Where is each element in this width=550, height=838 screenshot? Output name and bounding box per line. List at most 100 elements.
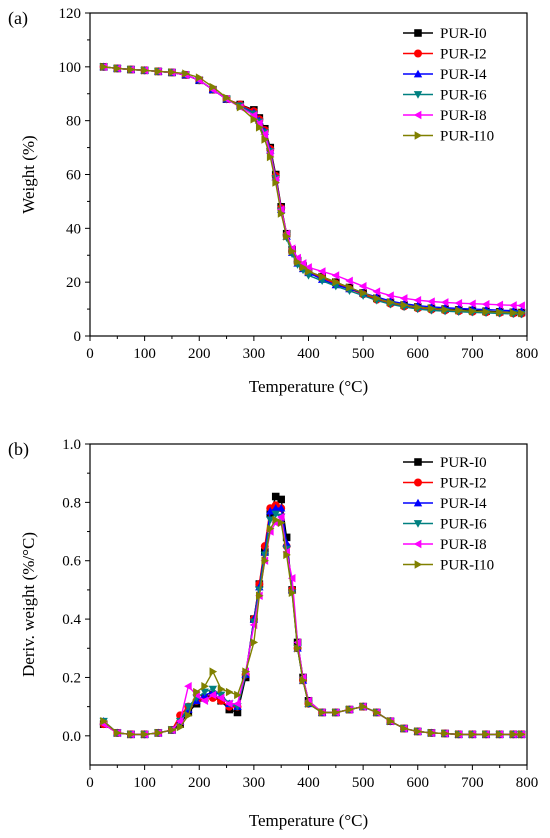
legend-entry: PUR-I4 bbox=[403, 67, 487, 83]
legend-entry: PUR-I0 bbox=[403, 26, 487, 42]
x-tick-label: 400 bbox=[297, 346, 320, 362]
data-point bbox=[260, 551, 269, 560]
data-point bbox=[209, 82, 218, 92]
data-point bbox=[261, 556, 269, 565]
data-point bbox=[266, 506, 275, 515]
data-point bbox=[428, 304, 436, 313]
y-tick-label: 20 bbox=[66, 275, 81, 291]
x-axis-title: Temperature (°C) bbox=[249, 377, 368, 396]
data-point bbox=[427, 297, 435, 306]
series-PUR-I10 bbox=[100, 515, 526, 739]
data-point bbox=[305, 267, 313, 276]
data-point bbox=[293, 253, 301, 263]
legend-label: PUR-I4 bbox=[440, 496, 487, 512]
legend-marker bbox=[414, 131, 423, 140]
data-point bbox=[509, 308, 518, 318]
data-point bbox=[482, 730, 491, 739]
y-tick-label: 1.0 bbox=[62, 437, 81, 453]
data-point bbox=[175, 717, 184, 726]
data-point bbox=[400, 724, 409, 733]
data-point bbox=[331, 271, 340, 280]
data-point bbox=[223, 93, 231, 102]
data-point bbox=[182, 69, 190, 78]
data-point bbox=[399, 294, 408, 303]
data-point bbox=[113, 728, 122, 738]
y-tick-label: 0 bbox=[74, 329, 82, 345]
data-point bbox=[271, 492, 280, 501]
data-point bbox=[234, 690, 242, 700]
y-tick-label: 0.6 bbox=[62, 554, 81, 570]
data-point bbox=[195, 73, 204, 82]
data-point bbox=[288, 588, 297, 598]
data-point bbox=[517, 301, 525, 310]
legend-entry: PUR-I2 bbox=[403, 476, 487, 492]
data-point bbox=[387, 717, 395, 726]
x-tick-label: 700 bbox=[461, 346, 484, 362]
data-point bbox=[372, 287, 381, 296]
data-point bbox=[168, 725, 177, 735]
data-point bbox=[242, 667, 250, 676]
x-tick-label: 300 bbox=[243, 346, 266, 362]
data-point bbox=[318, 708, 327, 717]
legend-marker bbox=[414, 49, 422, 58]
x-tick-label: 200 bbox=[188, 346, 211, 362]
data-point bbox=[346, 283, 354, 292]
panel-label: (b) bbox=[8, 439, 29, 460]
data-point bbox=[225, 699, 233, 708]
data-point bbox=[287, 574, 296, 583]
series-line bbox=[103, 66, 522, 315]
legend-entry: PUR-I8 bbox=[403, 108, 487, 124]
data-point bbox=[441, 729, 450, 738]
legend-label: PUR-I8 bbox=[440, 537, 487, 553]
y-axis-title: Deriv. weight (%/°C) bbox=[19, 532, 38, 677]
legend-label: PUR-I6 bbox=[440, 517, 487, 533]
x-tick-label: 0 bbox=[86, 775, 94, 791]
x-tick-label: 800 bbox=[516, 346, 539, 362]
data-point bbox=[100, 717, 108, 726]
data-point bbox=[209, 667, 218, 676]
legend-label: PUR-I0 bbox=[440, 26, 487, 42]
series-line bbox=[103, 66, 522, 314]
data-point bbox=[141, 66, 149, 75]
data-point bbox=[386, 291, 394, 300]
data-point bbox=[345, 276, 353, 286]
data-point bbox=[236, 103, 245, 112]
legend-marker bbox=[413, 520, 423, 528]
data-point bbox=[154, 728, 163, 738]
legend-entry: PUR-I10 bbox=[403, 558, 494, 574]
data-point bbox=[277, 209, 286, 218]
data-point bbox=[184, 682, 192, 691]
data-point bbox=[208, 685, 218, 694]
data-point bbox=[216, 691, 226, 700]
data-point bbox=[469, 730, 477, 739]
data-point bbox=[201, 682, 209, 691]
data-point bbox=[305, 699, 313, 708]
legend-entry: PUR-I8 bbox=[403, 537, 487, 553]
data-point bbox=[217, 684, 226, 694]
data-point bbox=[277, 495, 285, 504]
series-PUR-I10 bbox=[100, 62, 526, 318]
x-tick-label: 0 bbox=[86, 346, 94, 362]
x-tick-label: 100 bbox=[133, 775, 156, 791]
data-point bbox=[276, 512, 285, 522]
legend-marker bbox=[413, 91, 423, 99]
legend-label: PUR-I0 bbox=[440, 455, 487, 471]
x-axis-title: Temperature (°C) bbox=[249, 811, 368, 830]
data-point bbox=[441, 305, 450, 314]
data-point bbox=[373, 294, 381, 303]
data-point bbox=[272, 515, 280, 525]
data-point bbox=[440, 298, 449, 307]
data-point bbox=[100, 62, 108, 72]
y-tick-label: 60 bbox=[66, 168, 81, 184]
data-point bbox=[168, 68, 177, 77]
data-point bbox=[282, 533, 291, 542]
legend: PUR-I0 PUR-I2 PUR-I4 PUR-I6 PUR-I8 PUR-I10 bbox=[403, 26, 494, 145]
data-point bbox=[495, 300, 504, 309]
data-point bbox=[255, 123, 264, 132]
x-tick-label: 800 bbox=[516, 775, 539, 791]
y-axis-title: Weight (%) bbox=[19, 135, 38, 213]
legend-marker bbox=[414, 560, 423, 569]
legend-label: PUR-I10 bbox=[440, 129, 494, 145]
data-point bbox=[294, 644, 302, 653]
